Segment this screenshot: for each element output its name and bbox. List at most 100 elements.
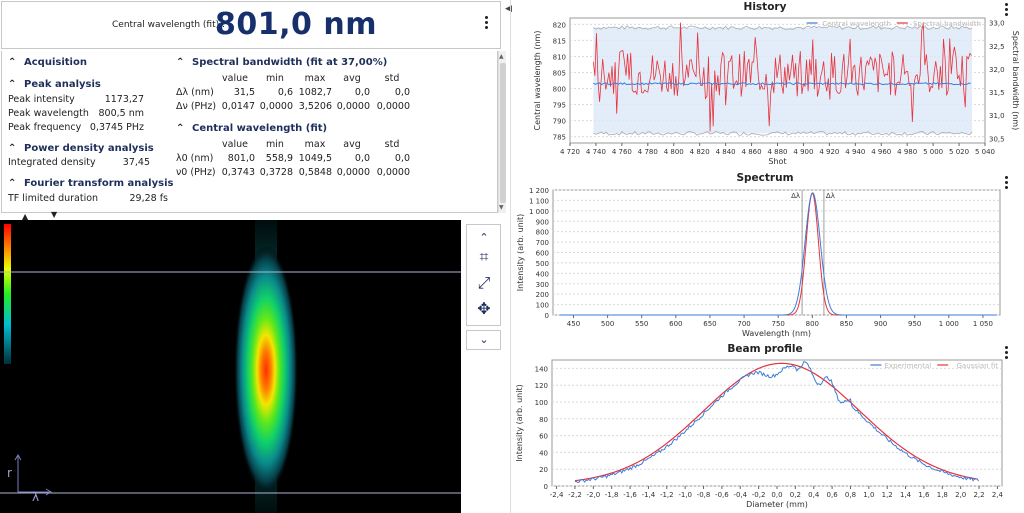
power-density-header[interactable]: ⌃ Power density analysis — [8, 143, 154, 154]
y-tick-label: 810 — [553, 53, 566, 61]
cw-col-header: avg — [343, 139, 361, 150]
camera-toolbar: ⌃ ⌗ ⤢ ✥ — [466, 224, 501, 326]
x-tick-label: 4 820 — [690, 148, 710, 156]
scroll-down-icon[interactable]: ▼ — [499, 204, 504, 211]
chevron-down-icon[interactable]: ⌄ — [479, 333, 489, 346]
series-spectral-bandwidth — [592, 22, 972, 132]
integrated-density-value: 37,45 — [122, 157, 150, 168]
zoom-fit-icon[interactable]: ⤢ — [477, 273, 491, 292]
fourier-title: Fourier transform analysis — [24, 178, 174, 189]
bw-cell: 0,0147 — [221, 101, 255, 112]
x-tick-label: 700 — [737, 320, 750, 328]
chevron-up-icon: ⌃ — [8, 143, 17, 154]
bandwidth-header[interactable]: ⌃ Spectral bandwidth (fit at 37,00%) — [176, 57, 387, 68]
central-wavelength-display: Central wavelength (fit) : 801,0 nm — [1, 1, 501, 49]
scroll-up-icon[interactable]: ▲ — [499, 53, 504, 60]
bw-col-header: min — [266, 73, 284, 84]
history-menu-icon[interactable] — [1005, 3, 1008, 16]
peak-analysis-header[interactable]: ⌃ Peak analysis — [8, 79, 101, 90]
spectrum-menu-icon[interactable] — [1005, 176, 1008, 189]
history-envelope-bottom — [593, 130, 973, 136]
x-tick-label: 1 000 — [939, 320, 959, 328]
camera-options[interactable]: ⌄ — [466, 330, 501, 350]
beam-profile-menu-icon[interactable] — [1005, 346, 1008, 359]
y-axis-label: Intensity (arb. unit) — [516, 214, 525, 291]
history-envelope-top — [593, 25, 973, 31]
fourier-header[interactable]: ⌃ Fourier transform analysis — [8, 178, 173, 189]
x-tick-label: 4 940 — [845, 148, 865, 156]
splitter-down-icon[interactable]: ▼ — [51, 210, 58, 219]
y-tick-label: 815 — [553, 37, 566, 45]
cw-cell: 0,3743 — [221, 167, 255, 178]
bw-cell: 1082,7 — [298, 87, 332, 98]
camera-image — [0, 220, 461, 513]
bw-col-header: avg — [343, 73, 361, 84]
spectrum-title: Spectrum — [736, 172, 794, 184]
chevron-up-icon: ⌃ — [8, 178, 17, 189]
y-tick-label: 400 — [536, 270, 549, 278]
y-tick-label: 1 200 — [529, 187, 549, 195]
chevron-up-icon: ⌃ — [176, 123, 185, 134]
central-fit-header[interactable]: ⌃ Central wavelength (fit) — [176, 123, 327, 134]
spectrum-series — [559, 192, 997, 316]
y-axis-label: Intensity (arb. unit) — [515, 384, 524, 461]
peak-frequency-value: 0,3745 PHz — [89, 122, 144, 133]
y-tick-label: 140 — [535, 365, 548, 373]
cw-col-header: std — [384, 139, 400, 150]
chevron-up-icon: ⌃ — [176, 57, 185, 68]
plot-area — [551, 359, 1003, 487]
y-tick-label: 500 — [536, 260, 549, 268]
x-tick-label: 550 — [635, 320, 648, 328]
splitter-up-icon[interactable]: ▲ — [22, 212, 29, 221]
collapse-icon[interactable]: ◀ — [505, 4, 512, 14]
x-tick-label: 2,0 — [955, 491, 966, 499]
x-tick-label: 4 900 — [793, 148, 813, 156]
pan-icon[interactable]: ✥ — [477, 299, 491, 318]
scroll-thumb[interactable] — [500, 63, 506, 203]
x-tick-label: -1,6 — [623, 491, 637, 499]
x-tick-label: 4 740 — [586, 148, 606, 156]
acquisition-panel: ⌃ Acquisition ⌃ Peak analysis Peak intensi… — [1, 51, 498, 213]
y2-axis-label: Spectral bandwidth (nm) — [1011, 31, 1020, 130]
crop-icon[interactable]: ⌗ — [479, 247, 489, 266]
x-tick-label: 4 880 — [767, 148, 787, 156]
x-axis-label: Shot — [768, 157, 786, 166]
series-gaussian-fit — [574, 362, 978, 482]
cw-cell: 0,5848 — [298, 167, 332, 178]
legend-label: Gaussian fit — [957, 362, 999, 370]
x-tick-label: 4 800 — [664, 148, 684, 156]
x-tick-label: -1,4 — [642, 491, 656, 499]
x-tick-label: 0,2 — [790, 491, 801, 499]
y-tick-label: 200 — [536, 291, 549, 299]
display-menu-icon[interactable] — [485, 16, 488, 29]
cw-cell: 0,0000 — [376, 167, 410, 178]
acquisition-title: Acquisition — [24, 57, 87, 68]
x-tick-label: 850 — [840, 320, 853, 328]
peak-intensity-value: 1173,27 — [104, 94, 144, 105]
x-tick-label: 2,4 — [992, 491, 1004, 499]
y-tick-label: 1 000 — [529, 208, 549, 216]
panel-scrollbar[interactable]: ▲ ▼ — [498, 51, 506, 213]
x-tick-label: -0,2 — [752, 491, 766, 499]
integrated-density-label: Integrated density — [8, 157, 96, 168]
camera-view[interactable]: r λ — [0, 220, 461, 513]
x-tick-label: 4 920 — [819, 148, 839, 156]
x-tick-label: -0,4 — [733, 491, 747, 499]
colorbar — [4, 224, 11, 364]
chevron-up-icon[interactable]: ⌃ — [479, 231, 489, 244]
series-central-wavelength — [593, 82, 971, 86]
y-tick-label: 120 — [535, 382, 548, 390]
bw-cell: 0,0 — [394, 87, 410, 98]
cw-cell: 0,0 — [394, 153, 410, 164]
y-tick-label: 785 — [553, 134, 566, 142]
acquisition-section-header[interactable]: ⌃ Acquisition — [8, 57, 87, 68]
cw-cell: 0,0000 — [336, 167, 370, 178]
x-tick-label: -1,2 — [660, 491, 674, 499]
cw-cell: 0,0 — [354, 153, 370, 164]
y-tick-label: 700 — [536, 239, 549, 247]
x-tick-label: 1,6 — [918, 491, 930, 499]
x-tick-label: 450 — [567, 320, 580, 328]
y-tick-label: 60 — [539, 433, 548, 441]
x-tick-label: -1,8 — [605, 491, 619, 499]
y-tick-label: 300 — [536, 281, 549, 289]
